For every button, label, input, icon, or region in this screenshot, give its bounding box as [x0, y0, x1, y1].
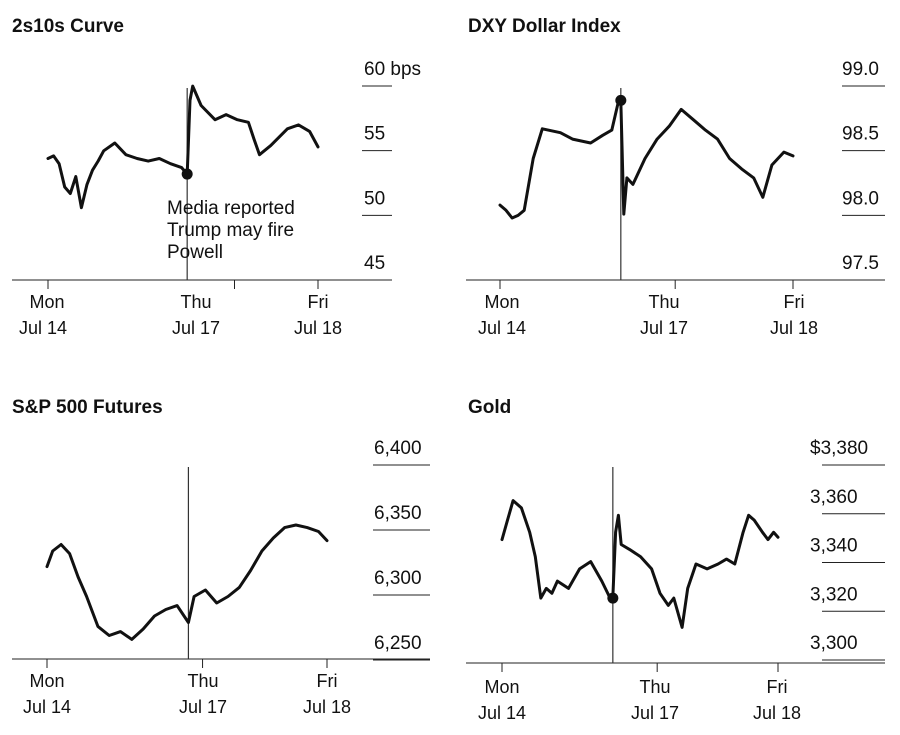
chart-title: DXY Dollar Index [468, 16, 621, 37]
y-tick-label: 6,350 [374, 503, 422, 524]
chart-svg: $3,380 3,360 3,340 3,320 3,300 Mon Jul 14 Thu Ju… [466, 438, 885, 723]
y-tick-label: 99.0 [842, 59, 879, 80]
x-tick-label: Jul 14 [23, 697, 71, 717]
y-tick-label: 55 [364, 124, 385, 145]
x-tick-label: Thu [639, 677, 670, 697]
x-tick-label: Thu [180, 292, 211, 312]
chart-svg: 60 bps 55 50 45 Mon Jul 14 Thu Jul 17 Fri Jul 18 M… [12, 59, 421, 338]
x-tick-label: Jul 18 [753, 703, 801, 723]
annotation-text: Media reported [167, 198, 295, 219]
x-tick-label: Mon [29, 292, 64, 312]
x-tick-label: Jul 17 [172, 318, 220, 338]
event-marker [181, 168, 193, 180]
series-line [45, 523, 329, 641]
series-line [46, 84, 320, 210]
chart-panel-gold: Gold $3,380 3,360 3,340 3,320 3,300 Mon Jul 14… [450, 367, 900, 735]
x-tick-label: Jul 18 [294, 318, 342, 338]
x-tick-label: Jul 17 [631, 703, 679, 723]
chart-panel-dxy: DXY Dollar Index 99.0 98.5 98.0 97.5 Mon Jul … [450, 0, 900, 367]
x-tick-label: Fri [308, 292, 329, 312]
chart-panel-2s10s: 2s10s Curve 60 bps 55 50 45 Mon Jul 14 Thu Jul … [0, 0, 450, 367]
y-tick-label: 3,300 [810, 633, 858, 654]
series-line [500, 499, 780, 629]
x-tick-label: Jul 14 [478, 318, 526, 338]
x-tick-label: Thu [648, 292, 679, 312]
y-tick-label: $3,380 [810, 438, 868, 459]
y-tick-label: 97.5 [842, 253, 879, 274]
y-tick-label: 98.5 [842, 124, 879, 145]
x-tick-label: Mon [484, 677, 519, 697]
y-tick-label: 50 [364, 188, 385, 209]
series-line [498, 98, 795, 220]
x-tick-label: Thu [187, 671, 218, 691]
chart-svg: 99.0 98.5 98.0 97.5 Mon Jul 14 Thu Jul 17 Fri Jul… [466, 59, 885, 338]
annotation-text: Powell [167, 242, 223, 263]
chart-svg: 6,400 6,350 6,300 6,250 Mon Jul 14 Thu Jul 17 Fr… [12, 438, 430, 717]
chart-panel-sp500: S&P 500 Futures 6,400 6,350 6,300 6,250 Mon J… [0, 367, 450, 735]
x-tick-label: Jul 14 [478, 703, 526, 723]
chart-title: S&P 500 Futures [12, 397, 163, 418]
y-tick-label: 3,340 [810, 536, 858, 557]
event-marker [607, 592, 619, 604]
x-tick-label: Fri [784, 292, 805, 312]
chart-title: Gold [468, 397, 512, 418]
x-tick-label: Mon [484, 292, 519, 312]
x-tick-label: Fri [767, 677, 788, 697]
y-tick-label: 6,300 [374, 568, 422, 589]
x-tick-label: Jul 18 [770, 318, 818, 338]
y-tick-label: 98.0 [842, 188, 879, 209]
chart-title: 2s10s Curve [12, 16, 124, 37]
x-tick-label: Jul 14 [19, 318, 67, 338]
y-tick-label: 6,250 [374, 633, 422, 654]
x-tick-label: Fri [317, 671, 338, 691]
x-tick-label: Mon [29, 671, 64, 691]
y-tick-label: 6,400 [374, 438, 422, 459]
y-tick-label: 3,360 [810, 487, 858, 508]
y-tick-label: 45 [364, 253, 385, 274]
y-tick-label: 60 bps [364, 59, 421, 80]
y-tick-label: 3,320 [810, 584, 858, 605]
x-tick-label: Jul 17 [179, 697, 227, 717]
event-marker [615, 94, 627, 106]
annotation-text: Trump may fire [167, 220, 294, 241]
x-tick-label: Jul 18 [303, 697, 351, 717]
x-tick-label: Jul 17 [640, 318, 688, 338]
